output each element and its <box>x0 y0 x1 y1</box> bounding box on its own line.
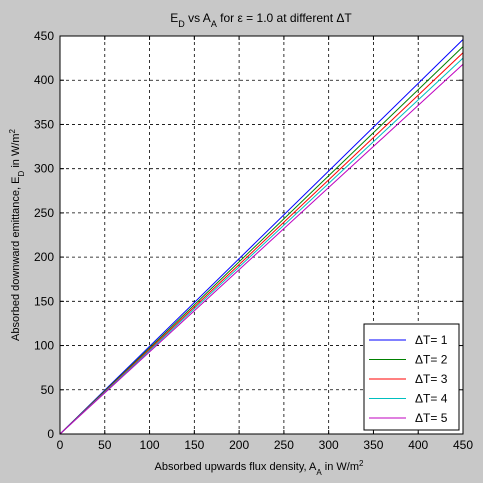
legend-label: ΔT= 2 <box>415 353 448 367</box>
series-line <box>59 39 464 435</box>
y-axis-label: Absorbed downward emittance, ED in W/m2 <box>8 128 26 341</box>
y-tick-label: 250 <box>34 206 54 220</box>
x-tick-label: 100 <box>140 438 160 452</box>
x-tick-label: 0 <box>57 438 64 452</box>
y-tick-label: 450 <box>34 29 54 43</box>
x-axis-label: Absorbed upwards flux density, AA in W/m… <box>155 459 364 477</box>
x-tick-label: 50 <box>98 438 112 452</box>
legend-label: ΔT= 1 <box>415 333 448 347</box>
legend-box <box>363 323 460 431</box>
x-tick-label: 450 <box>453 438 473 452</box>
legend-label: ΔT= 3 <box>415 372 448 386</box>
y-tick-label: 150 <box>34 294 54 308</box>
axis-ticks: 0 50 100 150 200 250 300 350 400 450 0 50 100 150 200 2… <box>34 29 473 452</box>
x-tick-label: 150 <box>184 438 204 452</box>
chart-title: ED vs AA for ε = 1.0 at different ΔT <box>170 11 352 29</box>
legend: ΔT= 1 ΔT= 2 ΔT= 3 ΔT= 4 ΔT= 5 <box>363 323 460 431</box>
x-tick-label: 250 <box>274 438 294 452</box>
series-line <box>59 52 464 435</box>
x-tick-label: 350 <box>363 438 383 452</box>
series-line <box>59 63 464 435</box>
x-tick-label: 400 <box>408 438 428 452</box>
plot-border <box>59 35 464 435</box>
data-series <box>59 39 464 435</box>
y-tick-label: 400 <box>34 73 54 87</box>
y-tick-label: 50 <box>41 383 55 397</box>
y-tick-label: 300 <box>34 162 54 176</box>
x-tick-label: 200 <box>229 438 249 452</box>
legend-label: ΔT= 4 <box>415 392 448 406</box>
y-tick-label: 200 <box>34 250 54 264</box>
x-tick-label: 300 <box>319 438 339 452</box>
y-tick-label: 0 <box>47 427 54 441</box>
y-tick-label: 350 <box>34 117 54 131</box>
y-tick-label: 100 <box>34 339 54 353</box>
series-line <box>59 57 464 435</box>
legend-label: ΔT= 5 <box>415 411 448 425</box>
series-line <box>59 46 464 435</box>
